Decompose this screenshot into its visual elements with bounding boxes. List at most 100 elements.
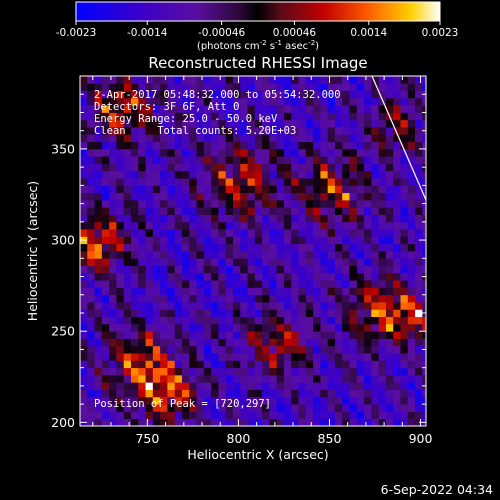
heatmap-cell — [145, 163, 154, 172]
heatmap-cell — [378, 331, 387, 339]
heatmap-cell — [407, 345, 416, 354]
heatmap-cell — [262, 243, 270, 252]
heatmap-cell — [415, 105, 423, 113]
heatmap-cell — [298, 207, 307, 215]
heatmap-cell — [393, 382, 401, 390]
heatmap-cell — [313, 265, 321, 274]
x-axis: 750 800 850 900 — [92, 76, 433, 446]
heatmap-cell — [174, 331, 183, 339]
heatmap-cell — [364, 214, 372, 223]
heatmap-cell — [218, 338, 227, 347]
heatmap-cell — [320, 323, 329, 332]
heatmap-cell — [240, 112, 248, 121]
heatmap-cell — [400, 199, 409, 208]
heatmap-cell — [305, 214, 314, 223]
heatmap-cell — [247, 265, 256, 274]
heatmap-cell — [232, 258, 241, 266]
heatmap-cell — [313, 141, 321, 150]
heatmap-cell — [80, 338, 88, 347]
heatmap-cell — [152, 331, 161, 339]
heatmap-cell — [356, 382, 365, 390]
heatmap-cell — [262, 156, 270, 164]
heatmap-cell — [320, 287, 329, 296]
heatmap-cell — [218, 404, 227, 412]
heatmap-cell — [407, 134, 416, 143]
heatmap-cell — [101, 280, 110, 288]
heatmap-cell — [371, 389, 380, 398]
heatmap-cell — [152, 192, 161, 201]
heatmap-cell — [276, 236, 285, 245]
heatmap-cell — [342, 134, 350, 143]
heatmap-cell — [181, 272, 190, 281]
heatmap-cell — [189, 302, 197, 310]
heatmap-cell — [87, 192, 95, 201]
heatmap-cell — [203, 76, 212, 84]
heatmap-cell — [196, 353, 205, 361]
heatmap-cell — [276, 76, 285, 84]
heatmap-cell — [247, 163, 256, 172]
heatmap-cell — [320, 221, 329, 230]
heatmap-cell — [240, 97, 248, 106]
heatmap-cell — [349, 83, 358, 91]
heatmap-cell — [123, 404, 132, 412]
heatmap-cell — [160, 353, 168, 361]
heatmap-cell — [276, 411, 285, 420]
heatmap-cell — [371, 367, 380, 376]
heatmap-cell — [109, 374, 117, 383]
heatmap-cell — [407, 105, 416, 113]
heatmap-cell — [203, 119, 212, 128]
heatmap-cell — [138, 185, 146, 194]
heatmap-cell — [254, 148, 263, 157]
heatmap-cell — [305, 331, 314, 339]
heatmap-cell — [291, 178, 299, 186]
heatmap-cell — [385, 258, 394, 266]
heatmap-cell — [349, 265, 358, 274]
heatmap-cell — [291, 367, 299, 376]
heatmap-cell — [334, 389, 343, 398]
heatmap-cell — [80, 214, 88, 223]
heatmap-cell — [167, 192, 176, 201]
heatmap-cell — [189, 287, 197, 296]
heatmap-cell — [407, 83, 416, 91]
heatmap-cell — [254, 374, 263, 383]
heatmap-cell — [422, 112, 426, 121]
heatmap-cell — [313, 105, 321, 113]
heatmap-cell — [87, 199, 95, 208]
heatmap-cell — [305, 323, 314, 332]
heatmap-cell — [94, 316, 103, 325]
heatmap-cell — [415, 331, 423, 339]
heatmap-cell — [385, 119, 394, 128]
heatmap-cell — [240, 185, 248, 194]
heatmap-cell — [225, 112, 234, 121]
heatmap-cell — [138, 127, 146, 135]
heatmap-cell — [254, 199, 263, 208]
heatmap-cell — [334, 221, 343, 230]
heatmap-cell — [415, 83, 423, 91]
heatmap-cell — [356, 316, 365, 325]
heatmap-cell — [342, 163, 350, 172]
heatmap-cell — [232, 294, 241, 303]
heatmap-cell — [152, 353, 161, 361]
heatmap-cell — [422, 280, 426, 288]
heatmap-cell — [327, 156, 336, 164]
heatmap-cell — [364, 251, 372, 259]
heatmap-cell — [196, 148, 205, 157]
annotation-energy: Energy Range: 25.0 - 50.0 keV — [94, 113, 278, 125]
heatmap-cell — [87, 251, 95, 259]
heatmap-cell — [181, 265, 190, 274]
heatmap-cell — [262, 134, 270, 143]
heatmap-cell — [356, 76, 365, 84]
heatmap-cell — [174, 243, 183, 252]
heatmap-cell — [364, 83, 372, 91]
heatmap-cell — [378, 119, 387, 128]
heatmap-cell — [211, 185, 219, 194]
heatmap-cell — [196, 360, 205, 369]
heatmap-cell — [211, 97, 219, 106]
heatmap-cell — [80, 134, 88, 143]
heatmap-cell — [211, 411, 219, 420]
heatmap-cell — [371, 119, 380, 128]
heatmap-cell — [327, 396, 336, 405]
heatmap-cell — [385, 178, 394, 186]
heatmap-cell — [123, 389, 132, 398]
heatmap-cell — [269, 323, 278, 332]
